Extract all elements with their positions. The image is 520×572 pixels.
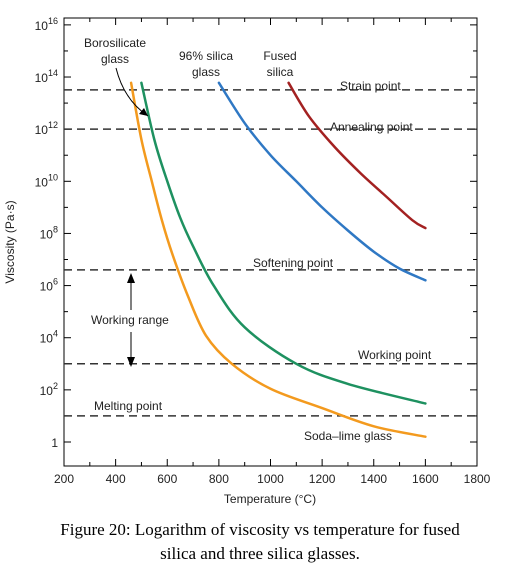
y-tick-labels: 1 102 104 106 108 1010 1012 1014 1016 bbox=[35, 16, 59, 450]
figure-caption: Figure 20: Logarithm of viscosity vs tem… bbox=[0, 518, 520, 566]
y-tick-label: 1 bbox=[51, 436, 58, 450]
series-line-fused-silica bbox=[287, 81, 427, 230]
caption-line-1: Figure 20: Logarithm of viscosity vs tem… bbox=[60, 520, 460, 539]
y-axis-label: Viscosity (Pa·s) bbox=[3, 200, 17, 283]
silica96-label-line2: glass bbox=[192, 65, 220, 79]
x-tick-label: 1000 bbox=[257, 472, 284, 486]
softening-point-label: Softening point bbox=[253, 256, 334, 270]
soda-lime-label: Soda–lime glass bbox=[304, 429, 392, 443]
series-line-soda-lime-glass bbox=[129, 81, 427, 438]
working-range-label: Working range bbox=[91, 313, 169, 327]
x-tick-label: 1600 bbox=[412, 472, 439, 486]
y-tick-label: 1016 bbox=[35, 16, 58, 33]
fused-label-line1: Fused bbox=[263, 49, 296, 63]
series-line-96-silica-glass bbox=[217, 81, 427, 282]
x-tick-label: 1200 bbox=[309, 472, 336, 486]
y-tick-label: 106 bbox=[40, 277, 58, 294]
series-lines bbox=[129, 81, 427, 438]
y-tick-label: 1012 bbox=[35, 120, 58, 137]
x-axis-label: Temperature (°C) bbox=[224, 492, 316, 506]
y-tick-label: 1014 bbox=[35, 68, 58, 85]
working-point-label: Working point bbox=[358, 348, 432, 362]
x-tick-label: 800 bbox=[209, 472, 229, 486]
series-line-borosilicate-glass bbox=[140, 81, 427, 405]
y-tick-label: 108 bbox=[40, 224, 58, 241]
x-tick-label: 1800 bbox=[464, 472, 491, 486]
y-tick-label: 102 bbox=[40, 381, 58, 398]
x-tick-label: 200 bbox=[54, 472, 74, 486]
x-tick-labels: 200 400 600 800 1000 1200 1400 1600 1800 bbox=[54, 472, 491, 486]
strain-point-label: Strain point bbox=[340, 79, 401, 93]
caption-line-2: silica and three silica glasses. bbox=[160, 544, 360, 563]
x-tick-label: 1400 bbox=[360, 472, 387, 486]
borosilicate-pointer-head bbox=[139, 108, 148, 116]
y-tick-label: 1010 bbox=[35, 172, 58, 189]
silica96-label-line1: 96% silica bbox=[179, 49, 233, 63]
viscosity-chart: 200 400 600 800 1000 1200 1400 1600 1800 1 102 104… bbox=[3, 16, 491, 506]
working-range-arrowhead-down bbox=[127, 357, 135, 367]
reference-lines bbox=[64, 89, 477, 417]
x-tick-label: 400 bbox=[106, 472, 126, 486]
melting-point-label: Melting point bbox=[94, 399, 163, 413]
fused-label-line2: silica bbox=[267, 65, 294, 79]
working-range-arrowhead-up bbox=[127, 273, 135, 283]
borosilicate-label-line2: glass bbox=[101, 52, 129, 66]
annealing-point-label: Annealing point bbox=[330, 120, 413, 134]
borosilicate-label-line1: Borosilicate bbox=[84, 36, 146, 50]
y-tick-label: 104 bbox=[40, 329, 58, 346]
x-tick-label: 600 bbox=[157, 472, 177, 486]
